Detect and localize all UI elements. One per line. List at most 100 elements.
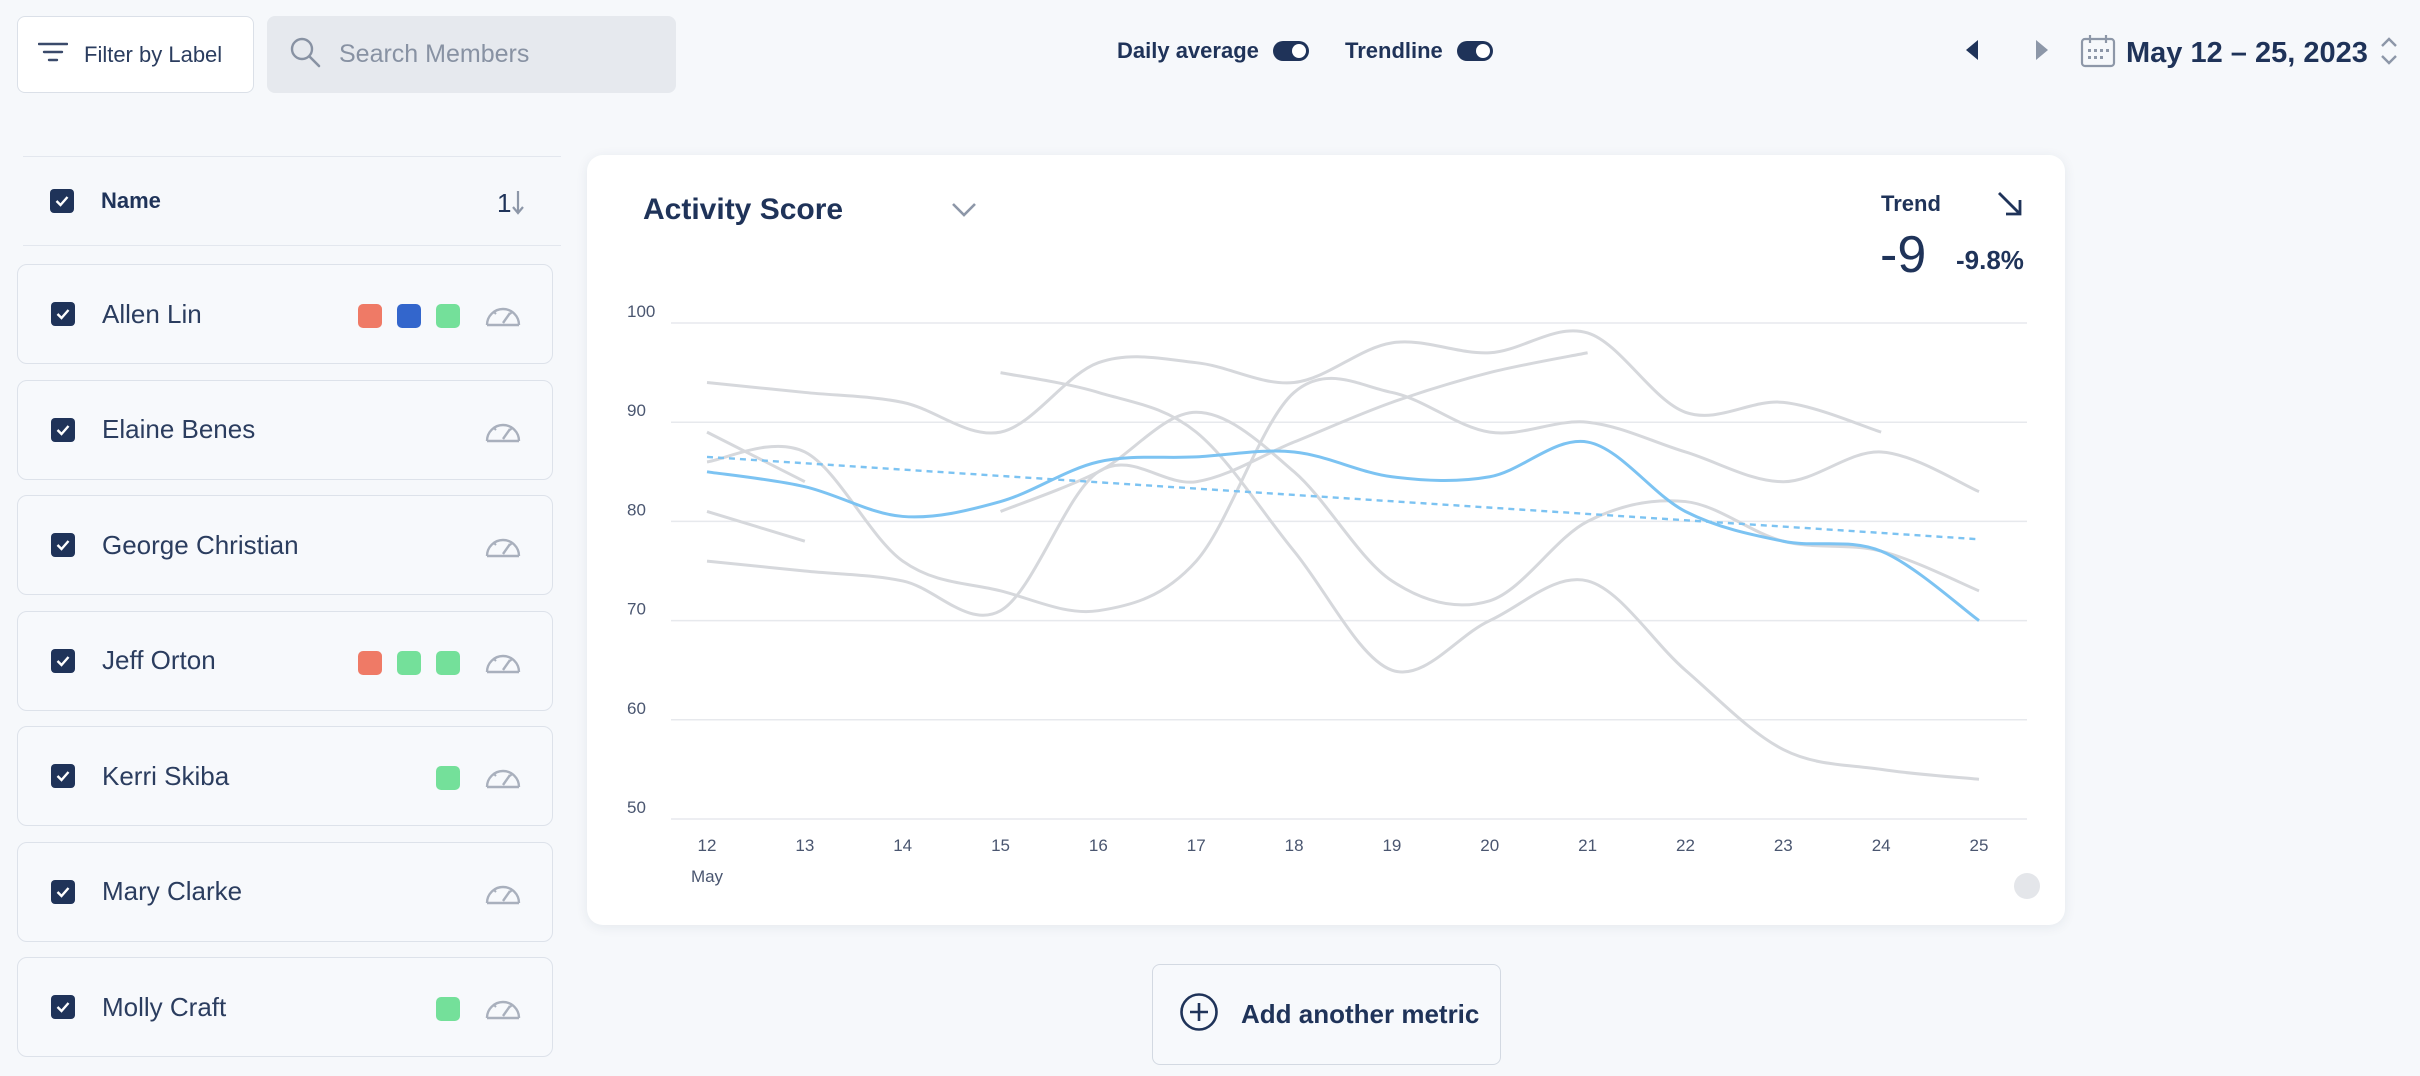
date-range-picker[interactable]: May 12 – 25, 2023 — [2080, 32, 2400, 75]
chart-corner-dot[interactable] — [2014, 873, 2040, 899]
label-chip — [436, 997, 460, 1021]
daily-average-label: Daily average — [1117, 38, 1259, 63]
daily-average-toggle-group: Daily average — [1117, 38, 1309, 64]
gauge-icon[interactable] — [484, 530, 522, 565]
member-series-line — [706, 376, 1980, 614]
member-series-line — [706, 510, 806, 543]
member-name: Mary Clarke — [102, 876, 243, 906]
search-box[interactable] — [267, 16, 676, 93]
trend-percent: -9.8% — [1956, 245, 2024, 275]
member-row[interactable]: Elaine Benes — [17, 379, 553, 480]
label-chip — [397, 650, 421, 675]
x-tick-label: 20 — [1480, 836, 1499, 855]
chevron-up-down-icon[interactable] — [2378, 32, 2400, 75]
x-tick-label: 17 — [1187, 836, 1206, 855]
member-labels — [358, 650, 460, 675]
member-name: Jeff Orton — [102, 645, 216, 675]
member-name: Kerri Skiba — [102, 760, 230, 791]
y-tick-label: 90 — [627, 401, 646, 420]
search-icon — [289, 36, 321, 73]
gauge-icon[interactable] — [484, 761, 522, 796]
trendline-toggle-group: Trendline — [1345, 38, 1493, 64]
metric-select[interactable]: Activity Score — [643, 193, 983, 227]
x-tick-label: 16 — [1089, 836, 1108, 855]
trend-down-arrow-icon — [1995, 189, 2025, 224]
member-labels — [436, 766, 460, 790]
filter-icon — [37, 41, 69, 68]
x-tick-label: 22 — [1676, 836, 1695, 855]
search-members-input[interactable] — [339, 40, 659, 69]
member-name: Elaine Benes — [102, 414, 256, 444]
x-tick-label: 12 — [698, 836, 717, 855]
member-series-line — [706, 430, 806, 484]
label-chip — [436, 766, 460, 790]
member-checkbox[interactable] — [51, 302, 75, 326]
member-list-header: Name 1 — [23, 156, 561, 246]
sort-label: 1 — [497, 188, 511, 217]
y-tick-label: 50 — [627, 798, 646, 817]
label-chip — [436, 650, 460, 675]
label-chip — [358, 650, 382, 675]
metric-title: Activity Score — [643, 193, 844, 226]
name-column-header: Name — [101, 188, 161, 213]
plus-circle-icon — [1179, 992, 1219, 1037]
member-checkbox[interactable] — [51, 533, 75, 557]
gauge-icon[interactable] — [484, 415, 522, 450]
x-tick-label: 24 — [1872, 836, 1891, 855]
x-tick-label: 23 — [1774, 836, 1793, 855]
select-all-checkbox[interactable] — [50, 189, 74, 213]
x-sublabel: May — [691, 867, 724, 886]
x-tick-label: 13 — [795, 836, 814, 855]
trend-value: -9 — [1880, 226, 1927, 284]
gauge-icon[interactable] — [484, 992, 522, 1027]
member-row[interactable]: Allen Lin — [17, 264, 553, 364]
member-row[interactable]: George Christian — [17, 495, 553, 595]
member-checkbox[interactable] — [51, 995, 75, 1019]
gauge-icon[interactable] — [484, 299, 522, 334]
chart-card: Activity Score Trend -9 -9.8% 100 90 80 70 6… — [587, 155, 2065, 925]
member-name: Allen Lin — [102, 298, 202, 329]
activity-score-chart: 100 90 80 70 60 50 12 13 14 15 16 17 18 19 20 21 22 23 24 2… — [627, 302, 2027, 886]
x-tick-label: 15 — [991, 836, 1010, 855]
filter-label: Filter by Label — [84, 41, 223, 67]
member-checkbox[interactable] — [51, 879, 75, 904]
add-metric-label: Add another metric — [1241, 999, 1480, 1029]
next-period-arrow-icon[interactable] — [2036, 40, 2048, 60]
gauge-icon[interactable] — [484, 646, 522, 681]
member-checkbox[interactable] — [51, 764, 75, 788]
label-chip — [397, 304, 421, 328]
x-tick-label: 25 — [1970, 836, 1989, 855]
x-tick-label: 18 — [1285, 836, 1304, 855]
member-row[interactable]: Jeff Orton — [17, 610, 553, 711]
trendline-label: Trendline — [1345, 38, 1443, 63]
sort-icon[interactable]: 1 — [497, 187, 525, 222]
add-another-metric-button[interactable]: Add another metric — [1152, 964, 1501, 1065]
y-tick-label: 80 — [627, 500, 646, 519]
member-series-line — [706, 351, 1588, 617]
calendar-icon — [2080, 34, 2116, 73]
trendline — [706, 455, 1980, 541]
member-checkbox[interactable] — [51, 417, 75, 442]
member-row[interactable]: Molly Craft — [17, 957, 553, 1057]
previous-period-arrow-icon[interactable] — [1966, 40, 1978, 60]
gauge-icon[interactable] — [484, 877, 522, 912]
filter-by-label-button[interactable]: Filter by Label — [17, 16, 254, 93]
y-tick-label: 100 — [627, 302, 655, 321]
member-series-line — [706, 329, 1882, 435]
member-name: George Christian — [102, 529, 299, 560]
trend-label: Trend — [1881, 191, 1941, 216]
member-checkbox[interactable] — [51, 648, 75, 673]
member-name: Molly Craft — [102, 991, 227, 1022]
member-row[interactable]: Mary Clarke — [17, 841, 553, 942]
date-range-text: May 12 – 25, 2023 — [2126, 37, 2368, 69]
x-tick-label: 19 — [1382, 836, 1401, 855]
y-tick-label: 70 — [627, 600, 646, 619]
x-tick-label: 21 — [1578, 836, 1597, 855]
y-tick-label: 60 — [627, 699, 646, 718]
member-row[interactable]: Kerri Skiba — [17, 726, 553, 826]
x-tick-label: 14 — [893, 836, 912, 855]
member-labels — [358, 304, 460, 328]
daily-average-toggle[interactable] — [1272, 41, 1309, 61]
trendline-toggle[interactable] — [1456, 41, 1493, 61]
chevron-down-icon — [949, 197, 979, 226]
